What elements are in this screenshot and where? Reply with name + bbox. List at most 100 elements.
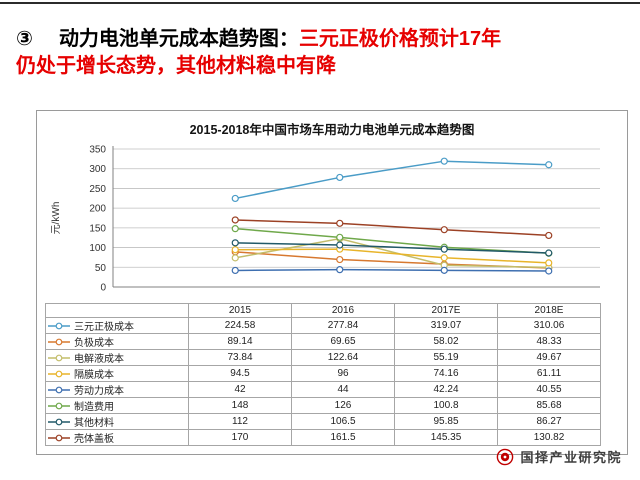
- table-row: 三元正极成本 224.58 277.84 319.07 310.06: [45, 317, 601, 334]
- series-marker: [336, 173, 344, 182]
- y-tick-label: 250: [89, 184, 106, 195]
- line-chart: 0 50 100 150 200 250 300 350 元/kWh: [51, 145, 600, 294]
- title-black: 动力电池单元成本趋势图：: [58, 28, 299, 50]
- series-marker: [231, 254, 239, 262]
- series-marker: [545, 259, 553, 267]
- value-cell: 40.55: [497, 381, 601, 398]
- y-tick-label: 100: [89, 243, 106, 254]
- value-cell: 61.11: [497, 365, 601, 382]
- series-name-cell: 负极成本: [45, 333, 189, 350]
- value-cell: 55.19: [394, 349, 498, 366]
- legend-marker-icon: [48, 386, 70, 393]
- value-cell: 58.02: [394, 333, 498, 350]
- value-cell: 145.35: [394, 429, 498, 446]
- title-line-1: ③ 动力电池单元成本趋势图：三元正极价格预计17年: [16, 26, 618, 53]
- legend-marker-icon: [48, 338, 70, 345]
- series-name-cell: 其他材料: [45, 413, 189, 430]
- series-name: 电解液成本: [74, 354, 124, 365]
- y-axis-label: 元/kWh: [51, 202, 62, 235]
- series-marker: [440, 245, 448, 253]
- legend-marker-icon: [48, 418, 70, 425]
- table-header-row: 2015 2016 2017E 2018E: [45, 303, 601, 318]
- series-marker: [231, 246, 239, 254]
- value-cell: 161.5: [291, 429, 395, 446]
- brand-name: 国择产业研究院: [520, 450, 622, 465]
- value-cell: 85.68: [497, 397, 601, 414]
- value-cell: 277.84: [291, 317, 395, 334]
- series-marker: [336, 241, 344, 249]
- chart-title: 2015-2018年中国市场车用动力电池单元成本趋势图: [189, 123, 475, 137]
- value-cell: 86.27: [497, 413, 601, 430]
- column-header: 2016: [291, 303, 395, 318]
- series-line-2: [235, 237, 549, 269]
- series-marker: [440, 254, 448, 262]
- series-marker: [440, 226, 448, 234]
- title-red-2: 仍处于增长态势，其他材料稳中有降: [16, 55, 336, 77]
- value-cell: 224.58: [188, 317, 292, 334]
- value-cell: 95.85: [394, 413, 498, 430]
- title-red-1: 三元正极价格预计17年: [298, 28, 502, 50]
- table-row: 负极成本 89.14 69.65 58.02 48.33: [45, 333, 601, 350]
- y-tick-label: 200: [89, 204, 106, 215]
- table-row: 隔膜成本 94.5 96 74.16 61.11: [45, 365, 601, 382]
- series-line-4: [235, 268, 549, 272]
- series-line-5: [235, 227, 549, 254]
- series-name-cell: 壳体盖板: [45, 429, 189, 446]
- series-marker: [336, 266, 344, 274]
- value-cell: 89.14: [188, 333, 292, 350]
- value-cell: 49.67: [497, 349, 601, 366]
- value-cell: 319.07: [394, 317, 498, 334]
- value-cell: 100.8: [394, 397, 498, 414]
- table-corner-cell: [45, 303, 189, 318]
- series-marker: [545, 267, 553, 275]
- legend-marker-icon: [48, 402, 70, 409]
- series-marker: [231, 239, 239, 247]
- column-header: 2015: [188, 303, 292, 318]
- series-marker: [440, 266, 448, 274]
- table-row: 劳动力成本 42 44 42.24 40.55: [45, 381, 601, 398]
- series-marker: [231, 266, 239, 275]
- value-cell: 48.33: [497, 333, 601, 350]
- value-cell: 69.65: [291, 333, 395, 350]
- value-cell: 170: [188, 429, 292, 446]
- value-cell: 94.5: [188, 365, 292, 382]
- value-cell: 106.5: [291, 413, 395, 430]
- series-name: 隔膜成本: [74, 370, 114, 381]
- chart-container: 2015-2018年中国市场车用动力电池单元成本趋势图 0 50 100 150 200…: [36, 110, 628, 455]
- series-name-cell: 隔膜成本: [45, 365, 189, 382]
- series-marker: [231, 216, 239, 224]
- series-line-0: [235, 160, 549, 200]
- y-tick-label: 300: [89, 164, 106, 175]
- value-cell: 74.16: [394, 365, 498, 382]
- y-tick-label: 50: [95, 263, 107, 274]
- series-name-cell: 制造费用: [45, 397, 189, 414]
- series-line-3: [235, 248, 549, 264]
- legend-marker-icon: [48, 354, 70, 361]
- value-cell: 126: [291, 397, 395, 414]
- y-tick-label: 350: [89, 145, 106, 156]
- value-cell: 42: [188, 381, 292, 398]
- series-marker: [336, 255, 344, 264]
- legend-marker-icon: [48, 322, 70, 329]
- column-header: 2017E: [394, 303, 498, 318]
- table-row: 电解液成本 73.84 122.64 55.19 49.67: [45, 349, 601, 366]
- value-cell: 96: [291, 365, 395, 382]
- value-cell: 148: [188, 397, 292, 414]
- footer-brand: 国择产业研究院: [496, 447, 622, 466]
- series-marker: [440, 157, 448, 165]
- brand-logo-icon: [497, 448, 514, 465]
- series-name: 负极成本: [74, 338, 114, 349]
- series-marker: [545, 231, 553, 240]
- series-marker: [545, 161, 553, 169]
- series-name-cell: 劳动力成本: [45, 381, 189, 398]
- y-tick-label: 0: [100, 283, 106, 294]
- value-cell: 44: [291, 381, 395, 398]
- series-line-6: [235, 242, 549, 254]
- column-header: 2018E: [497, 303, 601, 318]
- table-row: 制造费用 148 126 100.8 85.68: [45, 397, 601, 414]
- series-name-cell: 三元正极成本: [45, 317, 189, 334]
- table-row: 其他材料 112 106.5 95.85 86.27: [45, 413, 601, 430]
- value-cell: 122.64: [291, 349, 395, 366]
- series-marker: [336, 219, 344, 227]
- series-marker: [231, 194, 239, 203]
